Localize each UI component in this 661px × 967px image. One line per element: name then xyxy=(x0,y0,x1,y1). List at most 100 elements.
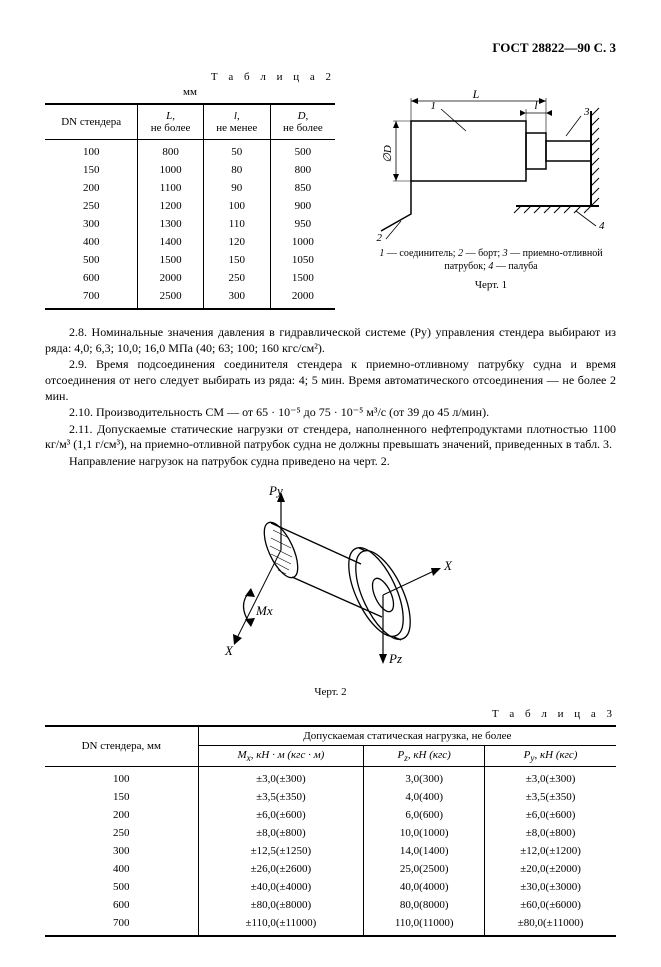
table-cell: 300 xyxy=(45,842,198,860)
table-cell: ±6,0(±600) xyxy=(485,806,616,824)
table-cell: 300 xyxy=(203,287,270,309)
table3-sub2: Pz, кН (кгс) xyxy=(364,745,485,766)
table-cell: 14,0(1400) xyxy=(364,842,485,860)
table-cell: 200 xyxy=(45,179,138,197)
table-cell: 2500 xyxy=(138,287,203,309)
table2-col1: DN стендера xyxy=(45,104,138,140)
table-row: 50015001501050 xyxy=(45,251,335,269)
svg-text:X: X xyxy=(224,643,234,658)
table-cell: 90 xyxy=(203,179,270,197)
table-cell: ±8,0(±800) xyxy=(198,824,364,842)
figure2-label: Черт. 2 xyxy=(45,686,616,698)
table2-col3: l,не менее xyxy=(203,104,270,140)
table-cell: 950 xyxy=(270,215,335,233)
table-row: 2501200100900 xyxy=(45,197,335,215)
table-cell: ±80,0(±11000) xyxy=(485,914,616,936)
table-cell: 1300 xyxy=(138,215,203,233)
table-cell: 2000 xyxy=(270,287,335,309)
table-cell: 400 xyxy=(45,860,198,878)
table-cell: 25,0(2500) xyxy=(364,860,485,878)
table-row: 100±3,0(±300)3,0(300)±3,0(±300) xyxy=(45,766,616,788)
table-cell: 500 xyxy=(270,140,335,162)
table-cell: 500 xyxy=(45,251,138,269)
table-row: 70025003002000 xyxy=(45,287,335,309)
table-cell: 150 xyxy=(45,161,138,179)
table-cell: ±80,0(±8000) xyxy=(198,896,364,914)
table-cell: 800 xyxy=(138,140,203,162)
table-cell: 1050 xyxy=(270,251,335,269)
svg-text:Pу: Pу xyxy=(268,483,283,498)
table-cell: 250 xyxy=(203,269,270,287)
svg-text:Mx: Mx xyxy=(255,603,273,618)
svg-text:L: L xyxy=(472,87,480,101)
svg-text:2: 2 xyxy=(377,232,383,241)
table-cell: 900 xyxy=(270,197,335,215)
table3-sub3: Py, кН (кгс) xyxy=(485,745,616,766)
table-row: 400±26,0(±2600)25,0(2500)±20,0(±2000) xyxy=(45,860,616,878)
table-cell: 1000 xyxy=(138,161,203,179)
table-cell: ±3,0(±300) xyxy=(485,766,616,788)
table-cell: ±3,0(±300) xyxy=(198,766,364,788)
table-row: 700±110,0(±11000)110,0(11000)±80,0(±1100… xyxy=(45,914,616,936)
figure2-svg: Pу X X Mx Pz xyxy=(201,480,461,680)
table-cell: ±110,0(±11000) xyxy=(198,914,364,936)
table-cell: 2000 xyxy=(138,269,203,287)
table-cell: 850 xyxy=(270,179,335,197)
table-cell: 250 xyxy=(45,197,138,215)
page-header: ГОСТ 28822—90 С. 3 xyxy=(45,40,616,56)
table-cell: ±26,0(±2600) xyxy=(198,860,364,878)
table-cell: 100 xyxy=(203,197,270,215)
table-cell: 120 xyxy=(203,233,270,251)
table3-col1: DN стендера, мм xyxy=(45,726,198,767)
table-row: 3001300110950 xyxy=(45,215,335,233)
table-cell: ±20,0(±2000) xyxy=(485,860,616,878)
figure1-label: Черт. 1 xyxy=(366,279,616,291)
svg-text:4: 4 xyxy=(599,220,605,232)
table-cell: ±3,5(±350) xyxy=(485,788,616,806)
table-cell: 1500 xyxy=(270,269,335,287)
table2-unit: мм xyxy=(45,86,335,98)
table-row: 150100080800 xyxy=(45,161,335,179)
table-row: 200110090850 xyxy=(45,179,335,197)
svg-text:3: 3 xyxy=(583,106,590,118)
table-cell: 1000 xyxy=(270,233,335,251)
table-cell: 150 xyxy=(45,788,198,806)
table-cell: 200 xyxy=(45,806,198,824)
table-row: 10080050500 xyxy=(45,140,335,162)
table3-sub1: Mx, кН · м (кгс · м) xyxy=(198,745,364,766)
table-row: 60020002501500 xyxy=(45,269,335,287)
table-row: 200±6,0(±600)6,0(600)±6,0(±600) xyxy=(45,806,616,824)
table2-col2: L,не более xyxy=(138,104,203,140)
table-cell: 700 xyxy=(45,914,198,936)
figure1-container: L l ∅D 1 3 2 4 1 — соединитель; 2 — xyxy=(366,71,616,310)
table-cell: 250 xyxy=(45,824,198,842)
para-2-10: 2.10. Производительность СМ — от 65 · 10… xyxy=(45,405,616,421)
table-cell: 10,0(1000) xyxy=(364,824,485,842)
table-row: 600±80,0(±8000)80,0(8000)±60,0(±6000) xyxy=(45,896,616,914)
table3-label: Т а б л и ц а 3 xyxy=(45,708,616,720)
table2: DN стендера L,не более l,не менее D,не б… xyxy=(45,103,335,310)
table-cell: 1200 xyxy=(138,197,203,215)
top-section: Т а б л и ц а 2 мм DN стендера L,не боле… xyxy=(45,71,616,310)
table-cell: ±6,0(±600) xyxy=(198,806,364,824)
table-cell: 40,0(4000) xyxy=(364,878,485,896)
figure2-container: Pу X X Mx Pz Черт. 2 xyxy=(45,480,616,698)
table-row: 300±12,5(±1250)14,0(1400)±12,0(±1200) xyxy=(45,842,616,860)
table-cell: 3,0(300) xyxy=(364,766,485,788)
table-cell: ±12,5(±1250) xyxy=(198,842,364,860)
table-cell: 110,0(11000) xyxy=(364,914,485,936)
table-cell: 110 xyxy=(203,215,270,233)
table-cell: 1500 xyxy=(138,251,203,269)
table2-col4: D,не более xyxy=(270,104,335,140)
table2-label: Т а б л и ц а 2 xyxy=(45,71,335,83)
table3-colgroup: Допускаемая статическая нагрузка, не бол… xyxy=(198,726,616,746)
svg-text:∅D: ∅D xyxy=(382,145,394,163)
table-cell: ±60,0(±6000) xyxy=(485,896,616,914)
table-row: 150±3,5(±350)4,0(400)±3,5(±350) xyxy=(45,788,616,806)
table-row: 250±8,0(±800)10,0(1000)±8,0(±800) xyxy=(45,824,616,842)
svg-text:X: X xyxy=(443,558,453,573)
table-cell: ±30,0(±3000) xyxy=(485,878,616,896)
para-2-9: 2.9. Время подсоединения соединителя сте… xyxy=(45,357,616,404)
table-cell: 800 xyxy=(270,161,335,179)
table-cell: 1400 xyxy=(138,233,203,251)
